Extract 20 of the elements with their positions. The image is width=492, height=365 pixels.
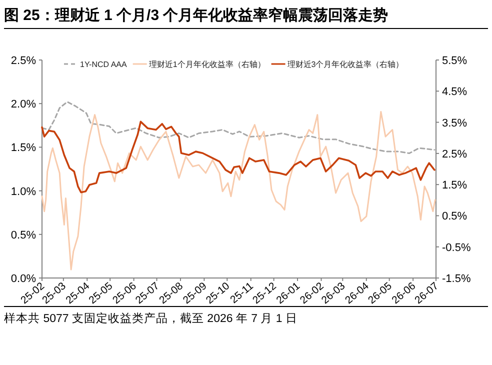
legend-label: 1Y-NCD AAA (80, 60, 128, 69)
y2-tick-label: 0.5% (442, 210, 468, 223)
y-tick-label: 0.5% (10, 229, 36, 242)
y-tick-label: 2.0% (10, 98, 36, 111)
title: 图 25：理财近 1 个月/3 个月年化收益率窄幅震荡回落走势 (4, 7, 488, 29)
y2-tick-label: 3.5% (442, 117, 468, 130)
text: 样本共 5077 支固定收益类产品，截至 2026 年 7 月 1 日 (4, 311, 298, 325)
y2-tick-label: 1.5% (442, 180, 468, 192)
y2-tick-label: -0.5% (442, 242, 471, 254)
y2-tick-label: -1.5% (442, 273, 471, 285)
y2-tick-label: 5.5% (442, 55, 468, 67)
y-tick-label: 1.5% (10, 142, 36, 154)
y2-tick-label: 2.5% (442, 148, 468, 160)
chart-title: 图 25：理财近 1 个月/3 个月年化收益率窄幅震荡回落走势 (4, 6, 388, 24)
y-tick-label: 0.0% (10, 273, 36, 285)
y-tick-label: 2.5% (10, 55, 36, 67)
legend-label: 理财近1个月年化收益率（右轴） (148, 60, 266, 69)
y2-tick-label: 4.5% (442, 86, 468, 98)
y-tick-label: 1.0% (10, 186, 36, 198)
legend-label: 理财近3个月年化收益率（右轴） (287, 60, 404, 69)
